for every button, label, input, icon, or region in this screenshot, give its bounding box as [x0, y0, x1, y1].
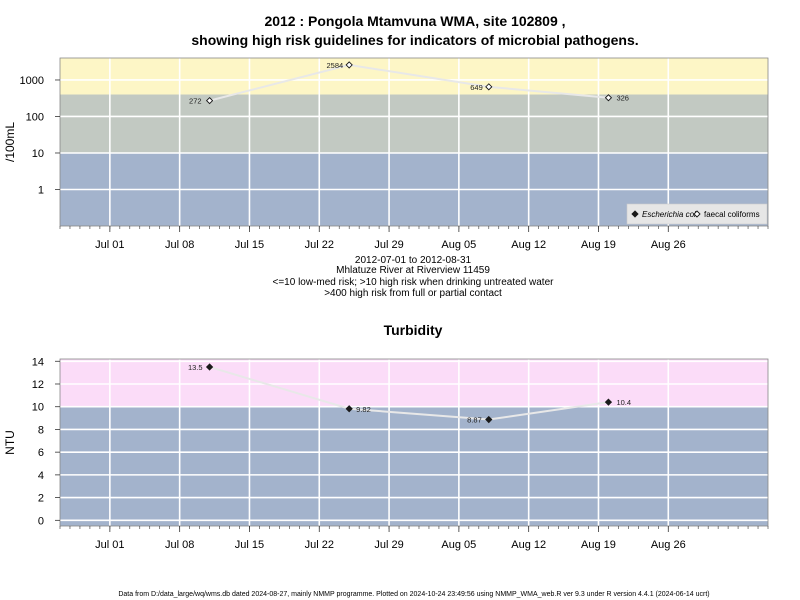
- y-axis-label: /100mL: [3, 122, 17, 162]
- risk-band-1: [60, 359, 768, 407]
- data-label-1-2: 649: [470, 83, 483, 92]
- legend-marker-0: [631, 210, 639, 218]
- data-point-0-3: [604, 398, 613, 406]
- x-tick-label-8: Aug 26: [651, 239, 686, 251]
- data-point-0-2: [485, 415, 493, 424]
- y-tick-label-3: 1000: [20, 75, 44, 87]
- data-label-0-0: 13.5: [188, 363, 203, 372]
- turbidity-title: Turbidity: [384, 322, 443, 338]
- x-tick-label-7: Aug 19: [581, 539, 616, 551]
- y-axis-label: NTU: [3, 430, 17, 455]
- x-tick-label-5: Aug 05: [441, 539, 476, 551]
- data-label-1-0: 272: [189, 97, 202, 106]
- data-label-0-2: 8.87: [467, 416, 482, 425]
- plot-frame: [59, 358, 769, 527]
- x-tick-label-0: Jul 01: [95, 539, 124, 551]
- risk-band-0: [60, 406, 768, 526]
- data-label-0-3: 10.4: [616, 398, 631, 407]
- data-point-0-0: [205, 363, 214, 371]
- x-tick-label-6: Aug 12: [511, 239, 546, 251]
- x-tick-label-0: Jul 01: [95, 239, 124, 251]
- y-tick-label-6: 12: [32, 379, 44, 391]
- turbidity-plot: Jul 01 Jul 08 Jul 15 Jul 22 Jul 29 Aug 05 Aug …: [3, 356, 769, 551]
- x-tick-label-2: Jul 15: [235, 539, 264, 551]
- caption-risk-drinking: <=10 low-med risk; >10 high risk when dr…: [273, 277, 555, 288]
- data-point-1-2: [485, 83, 493, 91]
- x-tick-label-4: Jul 29: [374, 239, 403, 251]
- y-tick-label-1: 2: [38, 493, 44, 505]
- data-label-1-3: 326: [616, 94, 629, 103]
- x-tick-label-7: Aug 19: [581, 239, 616, 251]
- risk-band-1: [60, 94, 768, 153]
- footer-note: Data from D:/data_large/wq/wms.db dated …: [118, 591, 709, 598]
- caption-date-range: 2012-07-01 to 2012-08-31: [355, 255, 472, 266]
- legend-label-1: faecal coliforms: [704, 210, 760, 219]
- legend-label-0: Escherichia coli: [642, 210, 698, 219]
- x-tick-label-1: Jul 08: [165, 539, 194, 551]
- data-label-0-1: 9.82: [356, 405, 371, 414]
- plot-frame: [59, 57, 769, 227]
- y-tick-label-2: 4: [38, 470, 44, 482]
- y-tick-label-3: 6: [38, 447, 44, 459]
- data-point-1-0: [205, 96, 214, 105]
- y-tick-label-1: 10: [32, 148, 44, 160]
- microbial-plot: Jul 01 Jul 08 Jul 15 Jul 22 Jul 29 Aug 05 Aug …: [3, 57, 769, 251]
- data-point-0-1: [345, 405, 353, 413]
- x-tick-label-1: Jul 08: [165, 239, 194, 251]
- y-tick-label-4: 8: [38, 424, 44, 436]
- data-point-1-1: [345, 61, 353, 69]
- x-tick-label-3: Jul 22: [305, 539, 334, 551]
- series-line-0: [209, 365, 609, 421]
- y-tick-label-0: 0: [38, 515, 44, 527]
- x-tick-label-8: Aug 26: [651, 539, 686, 551]
- caption-risk-contact: >400 high risk from full or partial cont…: [324, 288, 502, 299]
- data-point-1-3: [604, 94, 613, 102]
- data-label-1-1: 2584: [326, 61, 343, 70]
- y-tick-label-2: 100: [26, 111, 44, 123]
- x-tick-label-3: Jul 22: [305, 239, 334, 251]
- x-tick-label-5: Aug 05: [441, 239, 476, 251]
- y-tick-label-5: 10: [32, 402, 44, 414]
- series-line-1: [209, 63, 609, 102]
- risk-band-2: [60, 58, 768, 95]
- chart-title-line1: 2012 : Pongola Mtamvuna WMA, site 102809…: [264, 13, 565, 29]
- caption-site: Mhlatuze River at Riverview 11459: [336, 265, 490, 276]
- y-tick-label-0: 1: [38, 184, 44, 196]
- chart-title-line2: showing high risk guidelines for indicat…: [191, 32, 638, 48]
- y-tick-label-7: 14: [32, 356, 44, 368]
- legend-marker-1: [693, 210, 701, 218]
- x-tick-label-2: Jul 15: [235, 239, 264, 251]
- x-tick-label-6: Aug 12: [511, 539, 546, 551]
- x-tick-label-4: Jul 29: [374, 539, 403, 551]
